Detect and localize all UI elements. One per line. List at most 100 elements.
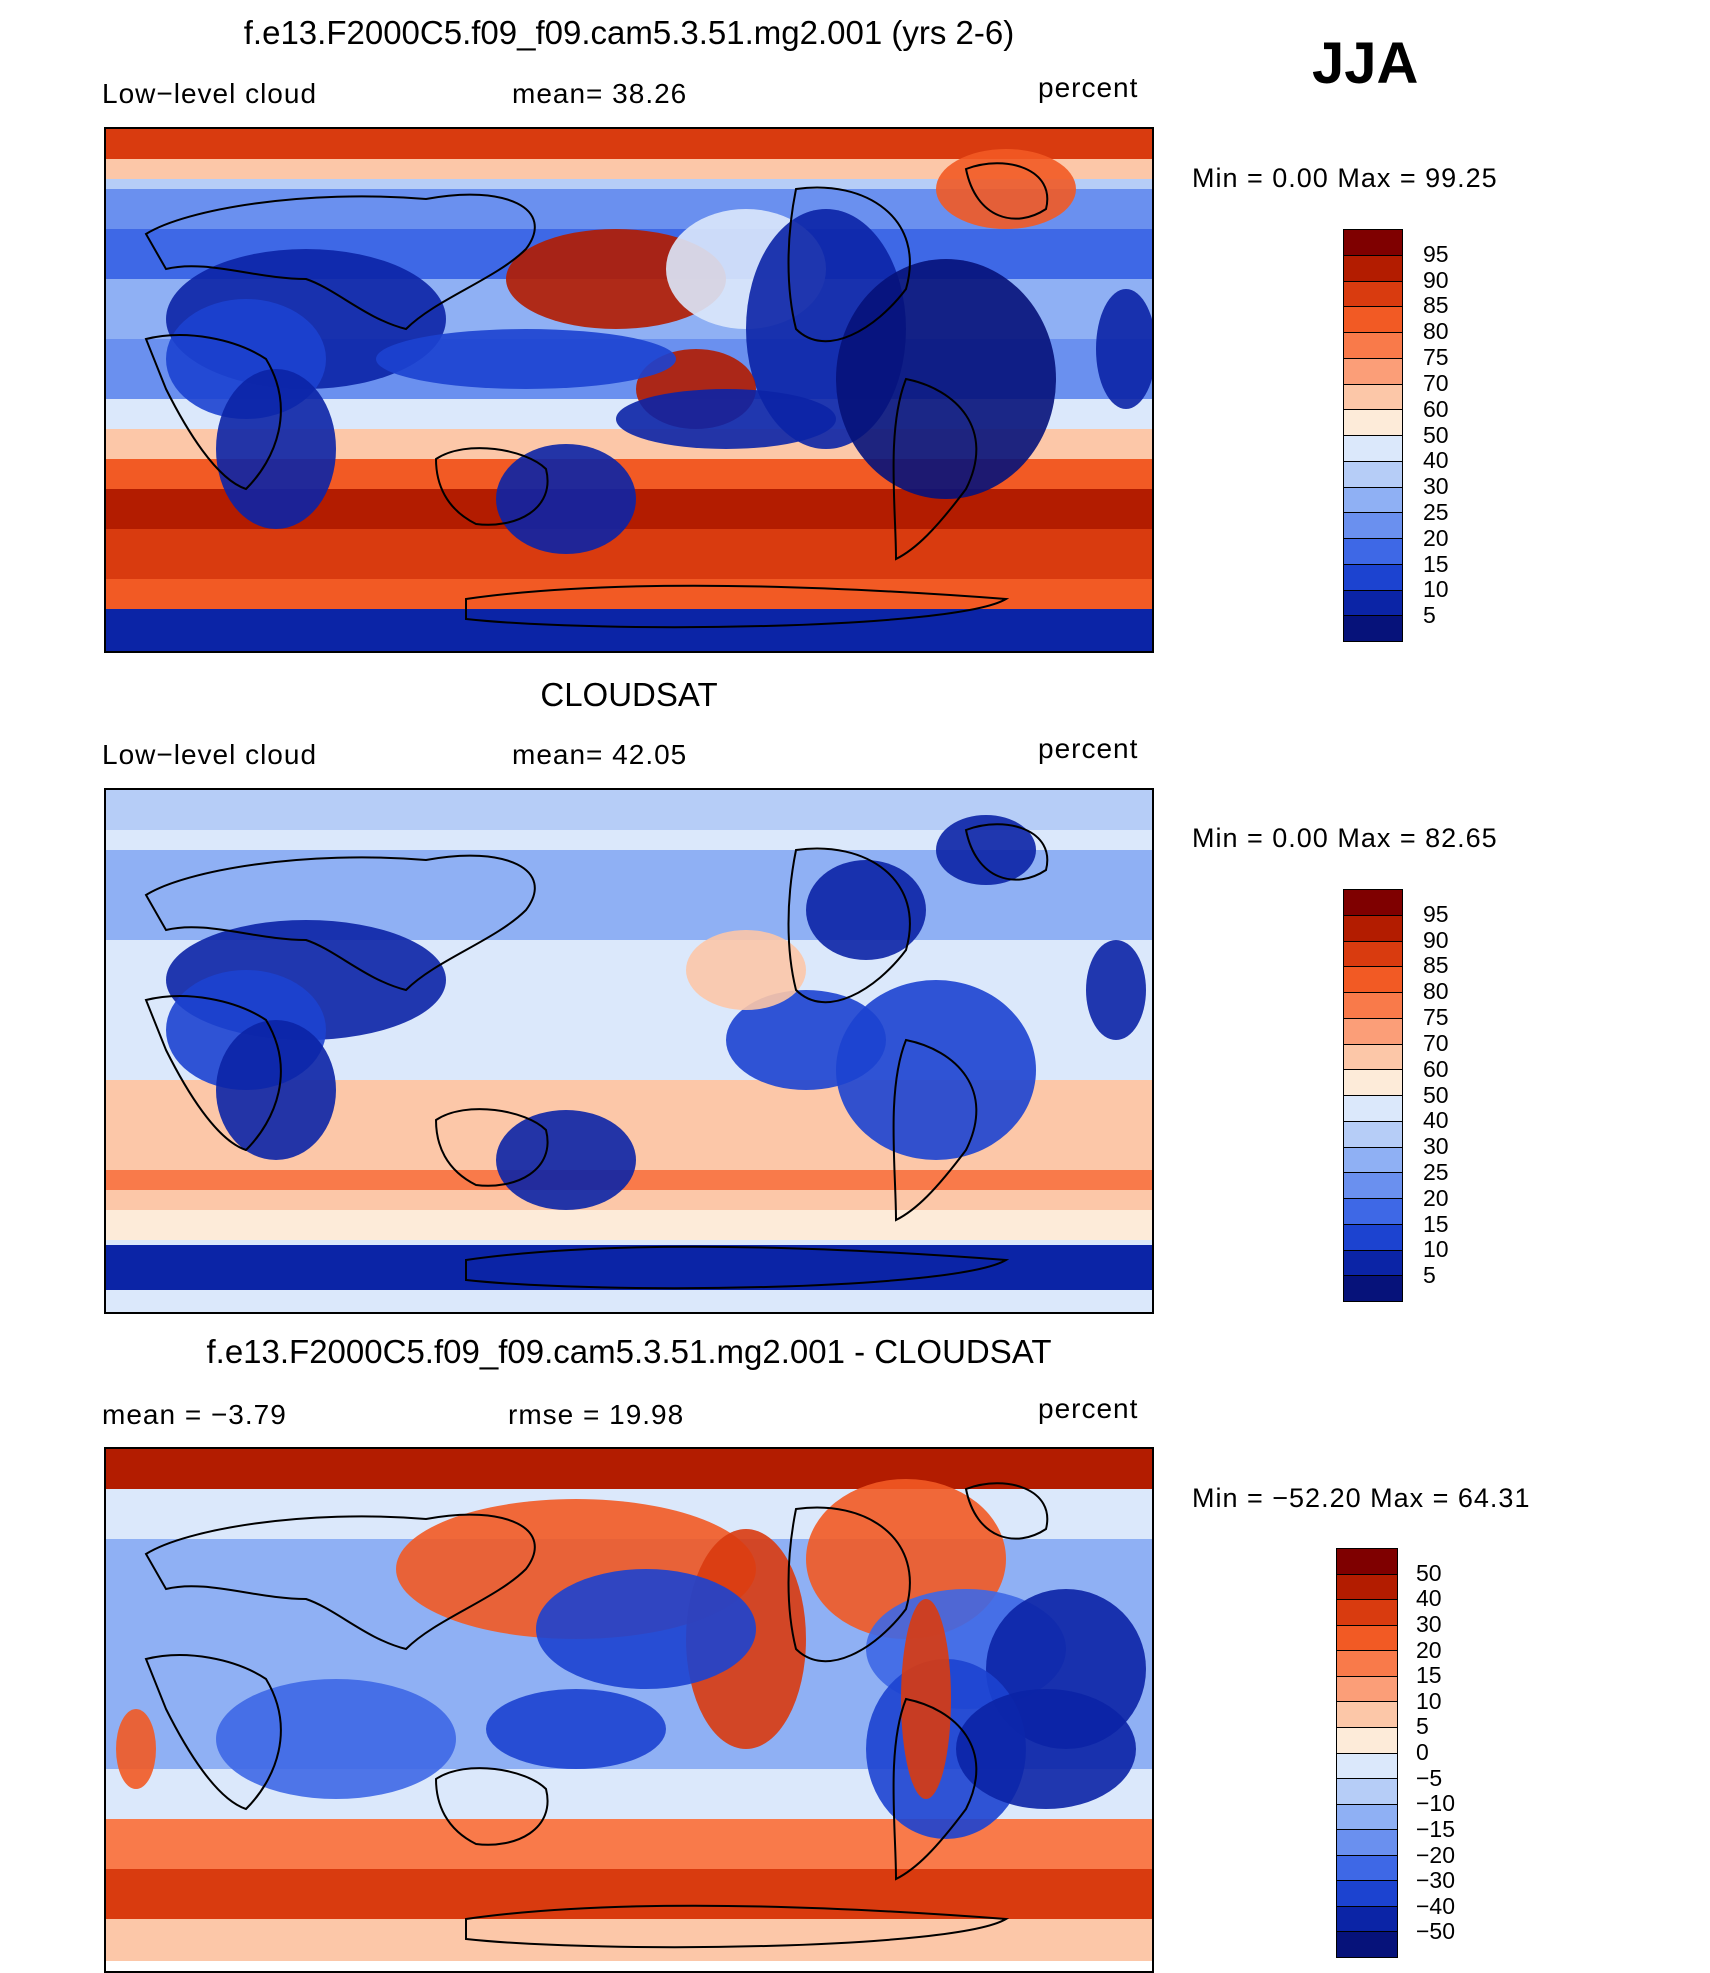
- colorbar-swatch: [1344, 616, 1402, 641]
- colorbar-swatch: [1344, 1173, 1402, 1199]
- colorbar-tick-label: 40: [1423, 1107, 1449, 1134]
- colorbar-swatch: [1344, 1199, 1402, 1225]
- colorbar-swatch: [1337, 1804, 1397, 1831]
- panel-model-minmax: Min = 0.00 Max = 99.25: [1192, 163, 1498, 193]
- colorbar-tick-label: 30: [1423, 473, 1449, 500]
- colorbar-tick-label: 80: [1423, 318, 1449, 345]
- colorbar-tick-label: 90: [1423, 926, 1449, 953]
- colorbar-swatch: [1344, 993, 1402, 1019]
- season-label: JJA: [1312, 31, 1419, 96]
- colorbar-tick-label: 0: [1416, 1739, 1429, 1765]
- colorbar-swatch: [1337, 1753, 1397, 1780]
- panel-obs-variable-label: Low−level cloud: [102, 739, 318, 770]
- panel-obs-units-label: percent: [1038, 733, 1139, 764]
- colorbar-tick-label: 5: [1416, 1713, 1429, 1740]
- panel-obs-map-field: [106, 790, 1152, 1312]
- panel-diff-map: [104, 1447, 1154, 1973]
- colorbar-swatch: [1344, 1276, 1402, 1301]
- panel-model-mean-label: mean= 38.26: [512, 78, 688, 109]
- colorbar-tick-label: 95: [1423, 900, 1449, 927]
- colorbar-swatch: [1344, 307, 1402, 333]
- panel-model-units-label: percent: [1038, 72, 1139, 103]
- colorbar-swatch: [1337, 1676, 1397, 1703]
- colorbar-swatch: [1344, 487, 1402, 514]
- panel-model-colorbar: [1343, 229, 1403, 642]
- colorbar-swatch: [1344, 410, 1402, 436]
- colorbar-swatch: [1344, 384, 1402, 411]
- colorbar-tick-label: 50: [1423, 421, 1449, 448]
- coastline-outlines: [144, 823, 1049, 1290]
- colorbar-swatch: [1344, 539, 1402, 565]
- colorbar-tick-label: 25: [1423, 498, 1449, 525]
- colorbar-swatch: [1344, 915, 1402, 942]
- colorbar-tick-label: 75: [1423, 344, 1449, 371]
- colorbar-tick-label: 50: [1423, 1081, 1449, 1108]
- colorbar-tick-label: 40: [1423, 447, 1449, 474]
- colorbar-swatch: [1344, 333, 1402, 359]
- colorbar-swatch: [1337, 1906, 1397, 1933]
- coastline-outlines: [144, 162, 1049, 629]
- colorbar-tick-label: −40: [1416, 1892, 1456, 1919]
- colorbar-tick-label: 15: [1423, 550, 1449, 577]
- colorbar-tick-label: 60: [1423, 395, 1449, 422]
- colorbar-tick-label: −20: [1416, 1841, 1456, 1868]
- colorbar-tick-label: 20: [1423, 1184, 1449, 1211]
- colorbar-swatch: [1344, 564, 1402, 591]
- colorbar-swatch: [1337, 1625, 1397, 1652]
- colorbar-swatch: [1344, 1224, 1402, 1251]
- panel-diff-colorbar-labels: 50 40 30 20 15 10 5 0 −5 −10 −15 −20 −30 −40 −50: [1416, 1548, 1506, 1958]
- panel-diff-units-label: percent: [1038, 1393, 1139, 1424]
- colorbar-tick-label: −15: [1416, 1815, 1456, 1842]
- colorbar-tick-label: −5: [1416, 1764, 1443, 1791]
- colorbar-swatch: [1344, 255, 1402, 282]
- colorbar-swatch: [1344, 230, 1402, 256]
- coastline-outlines: [144, 1482, 1049, 1949]
- colorbar-tick-label: 25: [1423, 1158, 1449, 1185]
- colorbar-tick-label: 85: [1423, 292, 1449, 319]
- panel-diff-title: f.e13.F2000C5.f09_f09.cam5.3.51.mg2.001 …: [206, 1333, 1052, 1370]
- panel-diff-mean-label: mean = −3.79: [102, 1399, 287, 1430]
- colorbar-swatch: [1344, 1147, 1402, 1174]
- colorbar-tick-label: 20: [1416, 1636, 1442, 1663]
- colorbar-swatch: [1344, 281, 1402, 308]
- colorbar-tick-label: 40: [1416, 1585, 1442, 1612]
- colorbar-tick-label: 95: [1423, 240, 1449, 267]
- colorbar-swatch: [1344, 890, 1402, 916]
- colorbar-swatch: [1344, 941, 1402, 968]
- colorbar-tick-label: 10: [1423, 1236, 1449, 1263]
- colorbar-swatch: [1344, 967, 1402, 993]
- colorbar-tick-label: 30: [1423, 1133, 1449, 1160]
- panel-obs-map: [104, 788, 1154, 1314]
- colorbar-swatch: [1344, 513, 1402, 539]
- colorbar-swatch: [1337, 1702, 1397, 1728]
- colorbar-tick-label: 60: [1423, 1055, 1449, 1082]
- panel-obs-mean-label: mean= 42.05: [512, 739, 688, 770]
- colorbar-swatch: [1337, 1727, 1397, 1754]
- colorbar-tick-label: 15: [1423, 1210, 1449, 1237]
- panel-diff-minmax: Min = −52.20 Max = 64.31: [1192, 1483, 1531, 1513]
- colorbar-swatch: [1344, 436, 1402, 462]
- colorbar-tick-label: 20: [1423, 524, 1449, 551]
- colorbar-tick-label: 5: [1423, 1262, 1436, 1289]
- colorbar-swatch: [1344, 590, 1402, 617]
- colorbar-tick-label: 70: [1423, 369, 1449, 396]
- colorbar-tick-label: 85: [1423, 952, 1449, 979]
- panel-diff-map-field: [106, 1449, 1152, 1961]
- colorbar-swatch: [1337, 1881, 1397, 1907]
- colorbar-swatch: [1344, 1070, 1402, 1096]
- colorbar-swatch: [1344, 1250, 1402, 1277]
- colorbar-tick-label: 80: [1423, 978, 1449, 1005]
- colorbar-swatch: [1337, 1574, 1397, 1601]
- colorbar-tick-label: 30: [1416, 1610, 1442, 1637]
- panel-obs-colorbar-labels: 95 90 85 80 75 70 60 50 40 30 25 20 15 10 5: [1423, 889, 1503, 1302]
- colorbar-tick-label: −50: [1416, 1918, 1456, 1945]
- colorbar-swatch: [1337, 1932, 1397, 1957]
- colorbar-tick-label: 75: [1423, 1004, 1449, 1031]
- panel-obs-minmax: Min = 0.00 Max = 82.65: [1192, 823, 1498, 853]
- colorbar-swatch: [1344, 1018, 1402, 1045]
- colorbar-swatch: [1344, 1096, 1402, 1122]
- colorbar-tick-label: 70: [1423, 1029, 1449, 1056]
- colorbar-tick-label: 90: [1423, 266, 1449, 293]
- colorbar-tick-label: 5: [1423, 602, 1436, 629]
- panel-model-map: [104, 127, 1154, 653]
